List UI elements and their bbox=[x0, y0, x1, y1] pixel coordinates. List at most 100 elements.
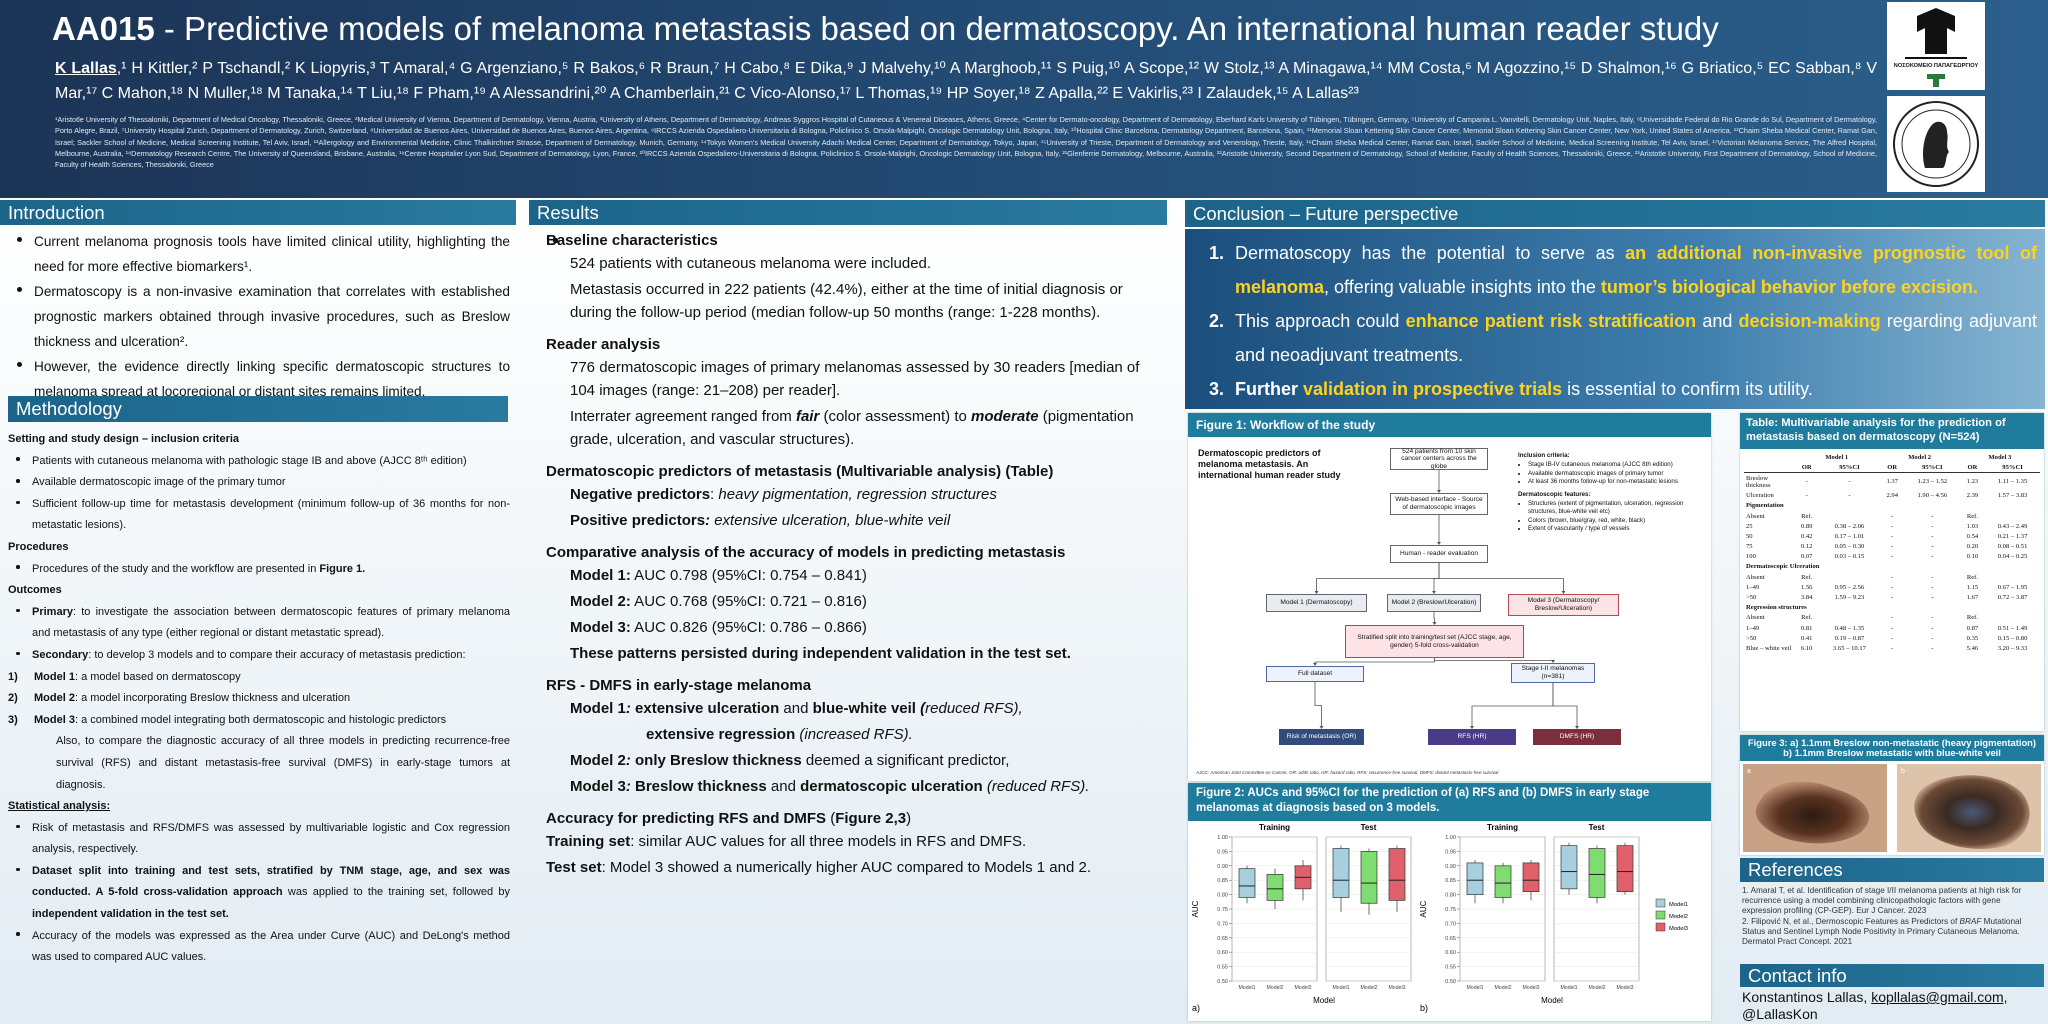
reference: 1. Amaral T, et al. Identification of st… bbox=[1742, 886, 2042, 916]
table-cell: 1.23 bbox=[1966, 478, 1979, 486]
text-run: Patients with cutaneous melanoma with pa… bbox=[32, 454, 467, 467]
table-cell: >50 bbox=[1746, 594, 1757, 602]
paragraph: Also, to compare the diagnostic accuracy… bbox=[8, 731, 510, 796]
table-row: 25 0.89 0.38 – 2.06 - - 1.03 0.43 – 2.49 bbox=[1744, 521, 2040, 531]
arrow-head bbox=[1575, 726, 1579, 729]
text-run: kopllalas@gmail.com, bbox=[1871, 989, 2008, 1005]
poster-code: AA015 bbox=[52, 10, 155, 47]
table-cell: 1.56 bbox=[1800, 583, 1813, 591]
text-run: Positive predictors bbox=[570, 512, 706, 529]
table-cell: - bbox=[1891, 522, 1894, 530]
facet-label: Training bbox=[1487, 823, 1518, 832]
note-title: Inclusion criteria: bbox=[1518, 452, 1570, 459]
text-run: Outcomes bbox=[8, 584, 62, 597]
text-run: dermatoscopic ulceration bbox=[800, 778, 983, 795]
connector bbox=[1434, 658, 1554, 661]
table-row: >50 3.84 1.59 – 9.23 - - 1.67 0.72 – 3.87 bbox=[1744, 592, 2040, 602]
workflow-node: Human - reader evaluation bbox=[1390, 545, 1488, 563]
paragraph: Current melanoma prognosis tools have li… bbox=[10, 229, 510, 279]
facet-label: Training bbox=[1259, 823, 1290, 832]
text-run: Metastasis occurred in 222 patients (42.… bbox=[570, 281, 1123, 321]
connector bbox=[1433, 563, 1440, 592]
text-run: Figure 1. bbox=[319, 562, 366, 575]
y-tick-label: 0.70 bbox=[1217, 921, 1228, 927]
arrow-head bbox=[1561, 591, 1566, 594]
list-marker: 3) bbox=[8, 713, 18, 726]
table-row: Blue – white veil 6.10 3.65 – 10.17 - - 5.46 3… bbox=[1744, 643, 2040, 653]
table-cell: 0.41 bbox=[1800, 634, 1813, 642]
note-item: Colors (brown, blue/gray, red, white, bl… bbox=[1528, 517, 1706, 525]
text-run: ( bbox=[830, 810, 836, 827]
text-run: : to develop 3 models and to compare the… bbox=[88, 648, 466, 661]
paragraph: Baseline characteristics bbox=[546, 229, 1158, 252]
text-run: : a combined model integrating both derm… bbox=[74, 713, 447, 726]
paragraph: Model 1: AUC 0.798 (95%CI: 0.754 – 0.841… bbox=[546, 564, 1158, 587]
text-run: and bbox=[779, 700, 813, 717]
text-run: Setting and study design – inclusion cri… bbox=[8, 433, 240, 445]
text-run: was applied to the training set, followe… bbox=[282, 886, 510, 899]
text-run: Negative predictors bbox=[570, 486, 711, 503]
table-cell: - bbox=[1891, 573, 1894, 581]
table-cell: 0.51 – 1.49 bbox=[1997, 624, 2028, 632]
paragraph: 3. Further validation in prospective tria… bbox=[1209, 372, 2037, 406]
logo-figure bbox=[1917, 8, 1955, 54]
table-cell: 0.42 bbox=[1800, 532, 1813, 540]
y-tick-label: 0.85 bbox=[1217, 878, 1228, 884]
table-cell: - bbox=[1891, 634, 1894, 642]
x-tick-label: Model1 bbox=[1332, 985, 1349, 991]
table-cell: - bbox=[1931, 522, 1934, 530]
text-run: tumor’s biological behavior before excis… bbox=[1600, 277, 1978, 297]
paragraph: Patients with cutaneous melanoma with pa… bbox=[8, 451, 510, 473]
table-cell: Blue – white veil bbox=[1746, 644, 1792, 652]
conclusion-box: 1. Dermatoscopy has the potential to serv… bbox=[1185, 229, 2045, 409]
paragraph: 2. This approach could enhance patient ri… bbox=[1209, 304, 2037, 372]
arrow-head bbox=[1551, 660, 1555, 663]
results-text: Baseline characteristics 524 patients wit… bbox=[546, 229, 1158, 882]
arrow-head bbox=[1432, 591, 1436, 594]
x-tick-label: Model2 bbox=[1494, 985, 1511, 991]
table-cell bbox=[1985, 511, 2040, 521]
workflow-node: Model 3 (Dermatoscopy/ Breslow/Ulceratio… bbox=[1508, 594, 1619, 616]
x-tick-label: Model3 bbox=[1522, 985, 1539, 991]
header-cell: OR bbox=[1879, 462, 1905, 474]
list-marker: 1. bbox=[1209, 243, 1225, 263]
text-run: : Model 3 showed a numerically higher AU… bbox=[601, 859, 1092, 876]
text-run: Primary bbox=[32, 605, 73, 618]
arrow-head bbox=[1470, 726, 1474, 729]
seal-inner-ring bbox=[1901, 109, 1971, 179]
table-cell: Breslow thickness bbox=[1746, 474, 1771, 489]
text-run: Dermatoscopic predictors of metastasis (… bbox=[546, 463, 1054, 480]
workflow-node: 524 patients from 10 skin cancer centers… bbox=[1390, 448, 1488, 470]
table-cell: 0.07 bbox=[1800, 553, 1813, 561]
y-tick-label: 0.75 bbox=[1217, 907, 1228, 913]
paragraph: 1) Model 1: a model based on dermatoscopy bbox=[8, 667, 510, 689]
paragraph: 776 dermatoscopic images of primary mela… bbox=[546, 356, 1158, 402]
header-cell: 95%CI bbox=[1819, 462, 1880, 474]
table-cell: 0.21 – 1.37 bbox=[1997, 532, 2028, 540]
table-cell: Ref. bbox=[1966, 573, 1978, 581]
table-cell bbox=[1985, 613, 2040, 623]
table-cell: 0.89 bbox=[1800, 522, 1813, 530]
box bbox=[1616, 845, 1634, 893]
text-run: AUC 0.798 (95%CI: 0.754 – 0.841) bbox=[630, 567, 867, 584]
workflow-notes: Inclusion criteria: Stage IB-IV cutaneous… bbox=[1518, 448, 1706, 534]
table-cell bbox=[1819, 572, 1879, 582]
box bbox=[1238, 868, 1256, 898]
text-run: ( bbox=[920, 700, 926, 717]
table-cell: 0.04 – 0.25 bbox=[1997, 553, 2028, 561]
text-run: : a model incorporating Breslow thicknes… bbox=[74, 692, 351, 705]
table-row: 100 0.07 0.03 – 0.15 - - 0.10 0.04 – 0.25 bbox=[1744, 552, 2040, 562]
text-run: (color assessment) to bbox=[819, 408, 972, 425]
table-cell: 1.11 – 1.35 bbox=[1997, 478, 2028, 486]
table-cell: 3.65 – 10.17 bbox=[1832, 644, 1866, 652]
text-run: Baseline characteristics bbox=[546, 232, 718, 249]
text-run: Accuracy for predicting RFS and DMFS bbox=[546, 810, 831, 827]
x-tick-label: Model3 bbox=[1388, 985, 1405, 991]
table-cell: 1–49 bbox=[1746, 624, 1760, 632]
text-run: K Lallas bbox=[55, 60, 117, 77]
section-header: References bbox=[1740, 858, 2044, 882]
box bbox=[1388, 848, 1406, 901]
workflow-node: Full dataset bbox=[1266, 666, 1364, 682]
header-cell: OR bbox=[1959, 462, 1986, 474]
text-run: decision-making bbox=[1738, 311, 1881, 331]
